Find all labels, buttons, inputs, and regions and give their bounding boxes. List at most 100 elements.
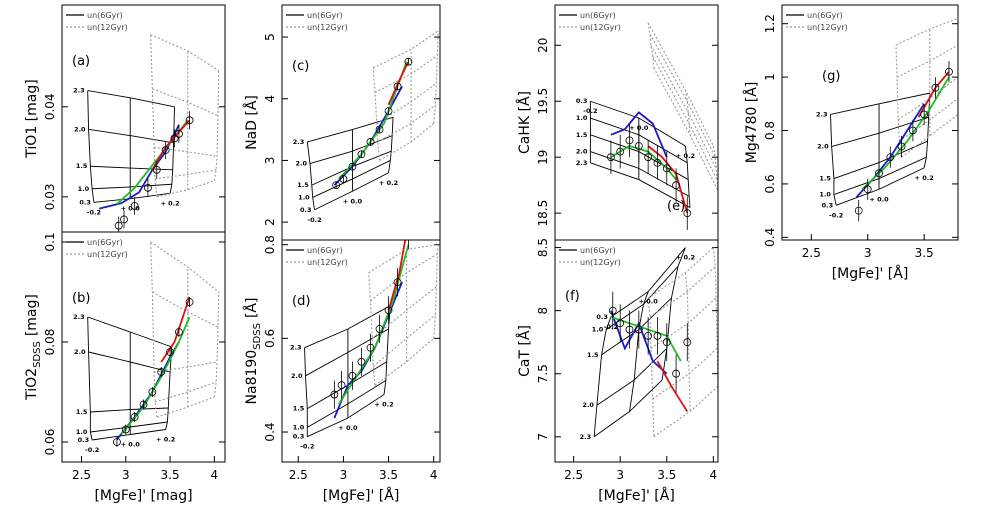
imf-label: 1.5 [819,175,831,183]
model-grid-row [152,88,219,117]
trend-line [160,296,191,363]
x-axis-label: [MgFe]' [Å] [832,265,909,282]
imf-label: 0.3 [300,206,312,214]
data-point [672,369,680,378]
data-point [404,57,413,66]
x-tick-label: 2.5 [72,468,91,482]
data-point [393,82,402,91]
data-point [662,164,671,173]
imf-label: 1.0 [293,423,305,431]
data-point [152,165,161,174]
data-point [625,325,634,334]
data-point [405,232,412,239]
data-point [348,371,357,380]
legend-label: un(12Gyr) [87,23,128,32]
y-label-main: TiO2 [24,368,40,401]
data-point [384,107,393,115]
imf-label: 1.5 [576,131,588,139]
imf-label: 2.0 [74,348,86,356]
data-point [166,348,174,356]
data-point [931,83,940,92]
y-tick-label: 0.4 [263,422,277,441]
metallicity-label: + 0.0 [121,441,141,449]
x-axis-label: [MgFe]' [Å] [323,487,400,504]
model-grid-row [372,314,436,367]
plot-frame [554,239,719,463]
data-point [114,221,123,230]
x-tick-label: 4 [430,468,438,482]
model-grid-row [896,44,958,78]
imf-label: 1.0 [819,191,831,199]
data-point [148,388,157,396]
panel-label: (a) [72,54,90,69]
metallicity-label: -0.2 [85,446,99,454]
x-tick-label: 3.5 [161,468,180,482]
plot-area [87,241,220,447]
model-grid-column [372,67,381,161]
plot-area [830,17,958,222]
imf-label: 2.3 [290,344,302,352]
data-point [366,138,375,146]
data-point [330,390,339,399]
legend-label: un(6Gyr) [580,11,616,20]
x-tick-label: 3 [616,468,624,482]
data-point [175,328,183,336]
metallicity-label: + 0.0 [343,197,363,205]
model-grid-row [653,67,718,192]
legend-label: un(12Gyr) [87,250,128,259]
model-grid-row [374,337,435,386]
x-axis-label: [MgFe]' [Å] [598,487,675,504]
metallicity-label: -0.2 [829,211,843,219]
plot-area [593,247,718,438]
metallicity-label: -0.2 [307,216,321,224]
data-point [653,331,662,340]
imf-label: 1.5 [76,408,88,416]
metallicity-label: + 0.0 [869,195,889,203]
panel-label: (f) [565,289,580,304]
data-point [348,162,357,171]
data-point [130,201,139,210]
model-grid-row [150,34,220,72]
plot-frame [61,231,226,463]
panel-label: (d) [292,294,310,309]
data-point [357,357,366,366]
legend-label: un(6Gyr) [307,246,343,255]
imf-label: 1.0 [76,428,88,436]
model-grid-column [433,30,439,124]
model-grid-column [383,305,391,395]
y-axis-label: Mg4780 [Å] [743,82,760,164]
data-point [332,181,341,190]
panel: 0.4 0.6 0.8 1 1.2 2.5 3 3.5 Mg4780 [Å] [MgFe]' [Å… [743,4,959,282]
plot-frame [281,239,441,463]
y-axis-label: CaHK [Å] [516,91,533,154]
legend-label: un(12Gyr) [307,23,348,32]
panel-label: (g) [822,69,840,84]
legend-label: un(6Gyr) [87,238,123,247]
model-grid-row [154,381,217,403]
model-grid-row [93,192,171,203]
x-tick-label: 3.5 [657,468,676,482]
y-label-sub: SDSS [252,323,263,350]
trend-line [610,111,668,158]
imf-label: 2.0 [291,372,303,380]
data-point [634,142,643,150]
model-grid-column [165,346,173,430]
plot-frame [781,4,959,241]
data-point [175,129,183,138]
imf-label: 2.0 [817,143,829,151]
legend-label: un(12Gyr) [307,258,348,267]
imf-label: 0.3 [78,436,90,444]
data-point [375,325,384,333]
imf-label: 1.0 [592,326,604,334]
data-point [144,183,152,192]
model-grid-row [372,30,439,69]
model-grid-column [87,90,95,203]
model-grid-row [92,183,172,190]
model-grid-row [156,180,215,198]
model-grid-column [388,117,394,173]
model-grid-row [154,169,217,180]
model-grid-column [150,241,158,418]
